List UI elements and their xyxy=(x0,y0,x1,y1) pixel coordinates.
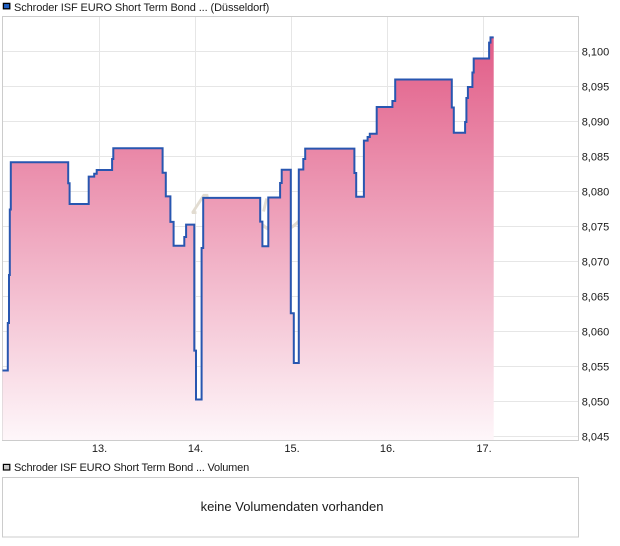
svg-text:Schroder ISF EURO Short Term B: Schroder ISF EURO Short Term Bond ... (D… xyxy=(14,2,269,14)
svg-text:17.: 17. xyxy=(476,443,491,455)
svg-text:8,045: 8,045 xyxy=(582,431,610,443)
svg-text:8,065: 8,065 xyxy=(582,291,610,303)
svg-text:keine Volumendaten vorhanden: keine Volumendaten vorhanden xyxy=(201,499,384,514)
svg-text:14.: 14. xyxy=(188,443,203,455)
svg-text:16.: 16. xyxy=(380,443,395,455)
svg-text:8,055: 8,055 xyxy=(582,361,610,373)
svg-text:8,050: 8,050 xyxy=(582,396,610,408)
svg-text:8,070: 8,070 xyxy=(582,256,610,268)
svg-text:8,085: 8,085 xyxy=(582,151,610,163)
svg-text:8,095: 8,095 xyxy=(582,81,610,93)
svg-text:8,090: 8,090 xyxy=(582,116,610,128)
svg-text:8,075: 8,075 xyxy=(582,221,610,233)
svg-text:13.: 13. xyxy=(92,443,107,455)
svg-text:15.: 15. xyxy=(284,443,299,455)
svg-text:8,060: 8,060 xyxy=(582,326,610,338)
svg-text:8,080: 8,080 xyxy=(582,186,610,198)
svg-text:Schroder ISF EURO Short Term B: Schroder ISF EURO Short Term Bond ... Vo… xyxy=(14,462,249,474)
svg-text:8,100: 8,100 xyxy=(582,46,610,58)
